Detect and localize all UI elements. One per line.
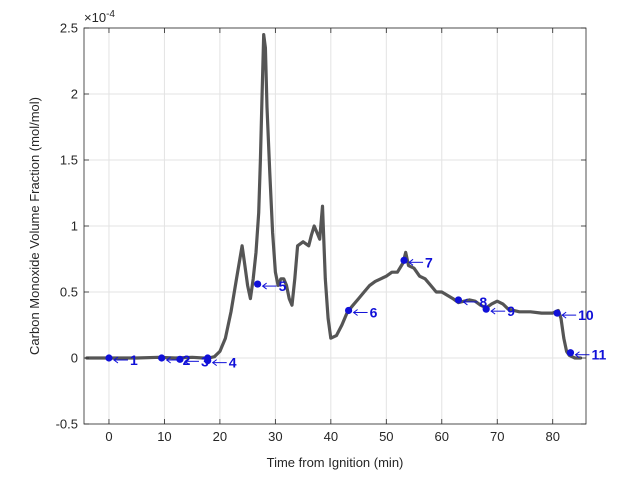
event-marker-dot [176,355,184,363]
event-arrow-head [261,282,267,290]
event-marker-dot [204,357,212,365]
x-tick-label: 20 [213,429,227,444]
event-label: 6 [370,304,378,320]
event-label: 11 [591,347,606,363]
y-tick-label: 1.5 [60,153,78,168]
annotations-group: 1234567891011 [105,254,606,371]
x-tick-label: 60 [435,429,449,444]
y-axis-label: Carbon Monoxide Volume Fraction (mol/mol… [27,97,42,355]
event-arrow-head [352,309,358,316]
event-arrow-head [490,307,496,315]
event-label: 1 [130,352,138,368]
y-exponent: ×10-4 [84,9,115,25]
axis-ticks: 0 10 20 30 40 50 60 70 80 -0.5 0 0.5 1 1.5 2 2.5 [56,21,586,444]
y-tick-label: 2.5 [60,21,78,36]
event-label: 8 [479,294,487,310]
y-tick-label: 0 [71,351,78,366]
event-marker-dot [254,280,262,288]
y-tick-label: 1 [71,219,78,234]
event-arrow-head [165,356,171,364]
event-marker-dot [454,296,463,304]
x-tick-label: 30 [268,429,282,444]
y-tick-label: 0.5 [60,285,78,300]
x-tick-label: 80 [545,429,559,444]
x-axis-label: Time from Ignition (min) [267,455,404,470]
x-tick-label: 70 [490,429,504,444]
event-arrow-head [561,311,567,319]
event-label: 5 [279,278,287,294]
event-marker-dot [105,354,113,362]
event-arrow-head [211,359,217,367]
y-tick-label: -0.5 [56,417,78,432]
y-tick-label: 2 [71,87,78,102]
event-label: 4 [229,355,237,371]
y-exponent-base: ×10 [84,10,106,25]
event-label: 9 [507,303,515,319]
event-marker-dot [553,309,561,317]
event-marker-dot [566,349,575,357]
event-arrow-head [113,356,119,364]
event-marker-dot [400,256,408,264]
event-arrow-head [574,351,580,359]
event-marker-dot [482,305,490,313]
x-tick-label: 0 [105,429,112,444]
event-arrow-head [184,357,190,365]
event-marker-dot [344,306,353,315]
x-tick-label: 10 [157,429,171,444]
event-label: 7 [425,254,433,270]
x-tick-label: 50 [379,429,393,444]
event-arrow-head [462,298,468,306]
event-arrow-head [408,258,414,266]
x-tick-label: 40 [324,429,338,444]
y-exponent-power: -4 [106,9,115,20]
event-marker-dot [158,354,166,362]
